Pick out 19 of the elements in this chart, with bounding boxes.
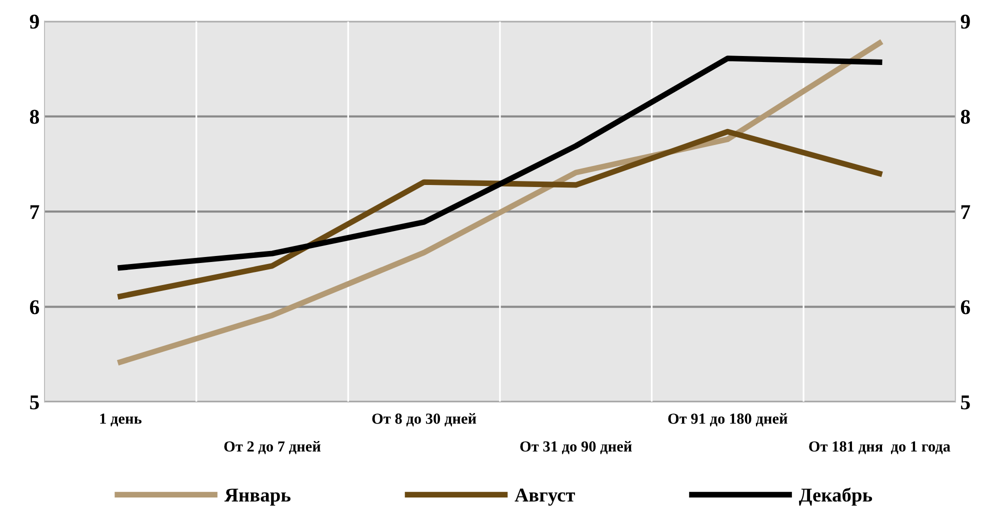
x-tick-label: 1 день	[100, 414, 142, 426]
y-tick-label: 7	[30, 205, 40, 219]
y-tick-label: 8	[30, 110, 39, 124]
x-tick-label: От 91 до 180 дней	[668, 413, 788, 426]
y-tick-label: 6	[30, 300, 40, 314]
y2-tick-label: 5	[961, 396, 970, 410]
x-tick-label: От 8 до 30 дней	[372, 413, 476, 426]
y2-tick-label: 6	[960, 300, 970, 314]
legend-label: Август	[514, 488, 575, 506]
x-tick-label: От 31 до 90 дней	[520, 440, 632, 454]
y2-tick-label: 8	[960, 110, 970, 124]
legend-label: Декабрь	[798, 488, 872, 506]
y2-tick-label: 9	[960, 14, 970, 29]
y-tick-label: 5	[30, 396, 39, 410]
y-tick-label: 9	[30, 14, 39, 29]
x-tick-label: От 181 дня до 1 года	[809, 441, 950, 454]
x-tick-label: От 2 до 7 дней	[224, 440, 321, 454]
legend-label: Январь	[224, 488, 290, 506]
y2-tick-label: 7	[961, 205, 970, 219]
